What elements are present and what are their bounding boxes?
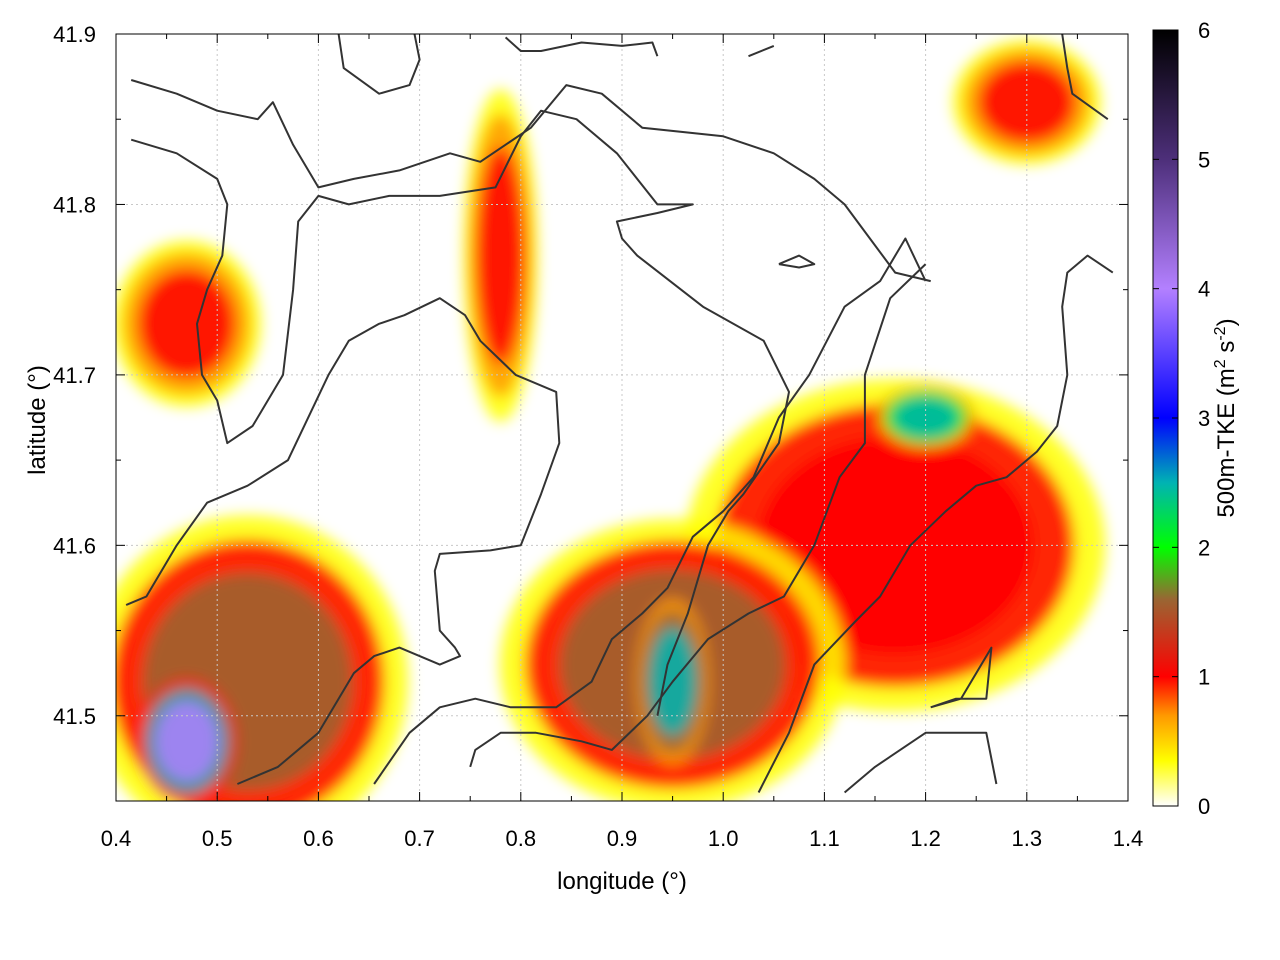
colorbar-tick-label: 0 [1198,794,1210,819]
field-region-southwest [116,515,409,801]
x-tick-label: 1.1 [809,826,840,851]
colorbar-label-main: 500m-TKE (m [1213,368,1240,517]
colorbar-tick-label: 4 [1198,277,1210,302]
axis-ticks [115,33,1129,801]
colorbar-label-mid: s [1213,341,1240,360]
field-region-west-ridge [116,240,261,407]
x-tick-label: 1.2 [910,826,941,851]
colorbar-label: 500m-TKE (m2 s-2) [1212,318,1240,517]
colorbar-label-sup2: -2 [1212,326,1229,340]
contour-line [130,79,931,283]
x-tick-labels: 0.4 0.5 0.6 0.7 0.8 0.9 1.0 1.1 1.2 1.3 1.4 [101,826,1144,851]
x-tick-label: 1.0 [708,826,739,851]
contour-line [748,44,775,58]
contour-line [757,254,1114,793]
y-tick-label: 41.8 [53,192,96,217]
field-region-ne-corner [952,39,1101,165]
contour-line [130,109,790,716]
x-tick-label: 0.8 [506,826,537,851]
x-tick-label: 0.6 [303,826,334,851]
contour-line [778,254,816,269]
tke-field [116,39,1106,801]
x-tick-label: 1.3 [1012,826,1043,851]
colorbar-label-end: ) [1213,318,1240,326]
contour-lines [125,34,1114,794]
y-tick-label: 41.5 [53,704,96,729]
field-cell [978,61,1076,144]
x-axis-label: longitude (°) [557,868,687,895]
y-tick-label: 41.9 [53,22,96,47]
x-tick-label: 1.4 [1113,826,1144,851]
contour-line [469,263,927,768]
field-cell [154,700,220,783]
colorbar-label-sup1: 2 [1212,359,1229,368]
contour-line [843,731,998,794]
colorbar-tick-label: 2 [1198,535,1210,560]
field-cell [476,146,525,365]
field-cell [138,269,236,379]
x-tick-label: 0.7 [404,826,435,851]
x-tick-label: 0.5 [202,826,233,851]
contour-line [504,36,659,57]
field-region-east-core [685,378,1106,712]
field-region-east-green [876,386,975,449]
x-tick-label: 0.9 [607,826,638,851]
y-axis-label: latitude (°) [24,365,51,475]
contour-line [1061,34,1109,121]
contour-line [930,646,993,709]
colorbar-ticks: 0 1 2 3 4 5 6 [1153,18,1210,819]
field-region-sw-peak [137,678,237,801]
colorbar-tick-label: 6 [1198,18,1210,43]
contour-line [337,34,421,95]
contour-line [373,237,927,785]
colorbar-tick-label: 1 [1198,665,1210,690]
colorbar-tick-label: 3 [1198,406,1210,431]
y-tick-labels: 41.5 41.6 41.7 41.8 41.9 [53,22,96,729]
field-region-central-band [463,89,538,422]
contour-line [125,297,561,785]
y-tick-label: 41.6 [53,533,96,558]
field-cell [893,397,958,438]
colorbar-tick-label: 5 [1198,147,1210,172]
y-tick-label: 41.7 [53,363,96,388]
x-tick-label: 0.4 [101,826,132,851]
